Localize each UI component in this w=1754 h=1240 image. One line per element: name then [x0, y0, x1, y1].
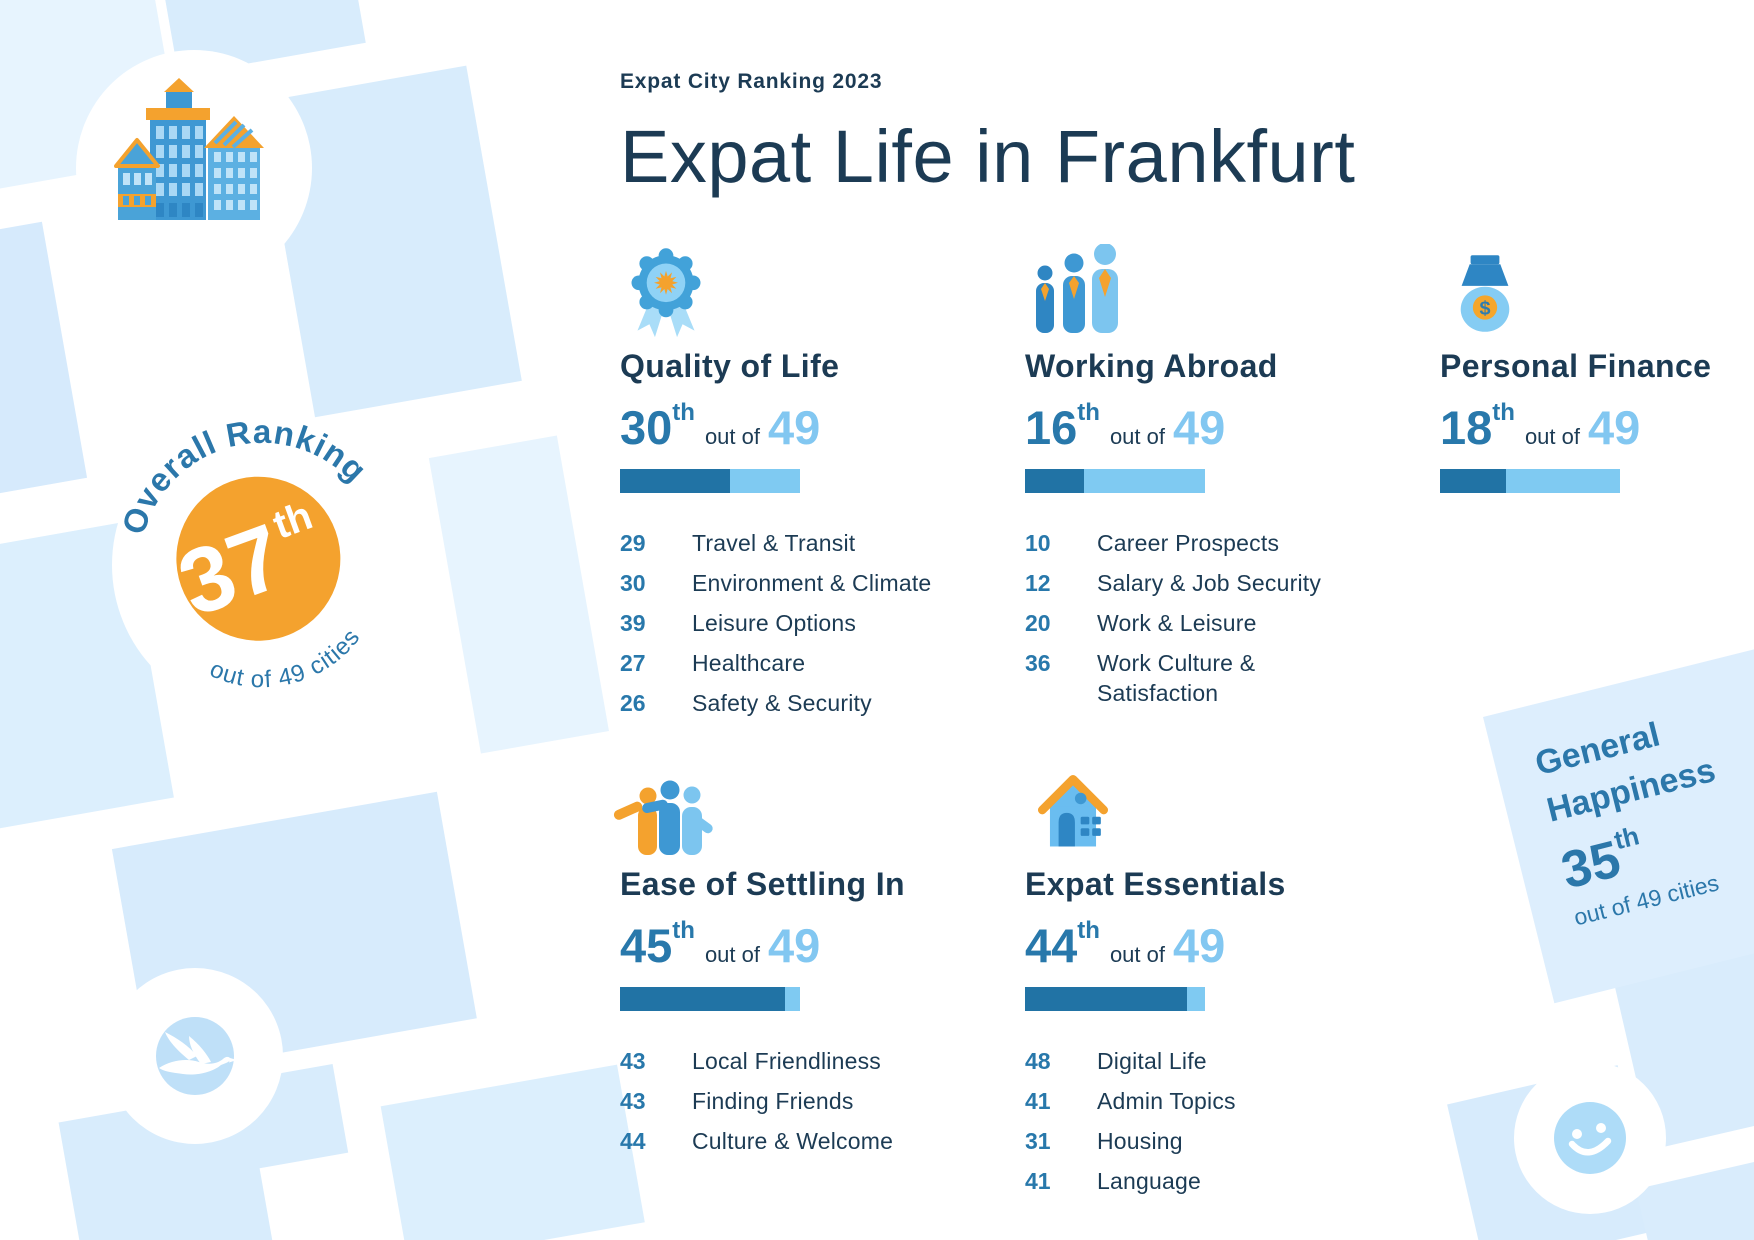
rank-bar-fill	[620, 469, 731, 493]
house-icon	[1037, 774, 1109, 847]
list-item: 41 Admin Topics	[1025, 1087, 1236, 1114]
rank-bar	[1025, 987, 1205, 1011]
rank-bar	[1440, 469, 1620, 493]
category-card-ease-of-settling-in: Ease of Settling In 45thout of 49 43 Local…	[613, 758, 990, 1167]
rosette-badge-icon	[631, 248, 701, 338]
list-item: 29 Travel & Transit	[620, 530, 856, 556]
goose-roundabout	[107, 968, 283, 1144]
rank-bar	[1025, 469, 1205, 493]
list-item: 20 Work & Leisure	[1025, 609, 1257, 636]
category-rank: 18thout of 49	[1440, 399, 1641, 454]
list-item: 39 Leisure Options	[620, 609, 857, 636]
rank-bar	[620, 987, 800, 1011]
list-item: 41 Language	[1025, 1167, 1201, 1194]
category-title: Working Abroad	[1025, 348, 1278, 384]
header: Expat City Ranking 2023 Expat Life in Fr…	[620, 70, 1355, 196]
rank-bar-fill	[1025, 469, 1084, 493]
rank-bar	[620, 469, 800, 493]
list-item: 43 Finding Friends	[620, 1087, 854, 1114]
list-item: 43 Local Friendliness	[620, 1048, 881, 1074]
category-card-working-abroad: Working Abroad 16thout of 49 10 Career Pro…	[1025, 240, 1395, 718]
smiley-icon	[1554, 1102, 1626, 1174]
list-item: 12 Salary & Job Security	[1025, 569, 1322, 596]
business-people-icon	[1036, 244, 1118, 333]
category-card-personal-finance: $ Personal Finance 18thout of 49	[1440, 240, 1754, 493]
category-rank: 45thout of 49	[620, 917, 821, 972]
money-bag-icon: $	[1460, 255, 1510, 332]
rank-bar-fill	[1440, 469, 1507, 493]
category-rank: 44thout of 49	[1025, 917, 1226, 972]
list-item: 27 Healthcare	[620, 649, 806, 676]
subranking-list: 48 Digital Life 41 Admin Topics 31 Housing …	[1025, 1047, 1395, 1197]
overall-rank-circle	[176, 476, 341, 641]
category-rank: 16thout of 49	[1025, 399, 1226, 454]
category-rank: 30thout of 49	[620, 399, 821, 454]
category-card-quality-of-life: Quality of Life 30thout of 49 29 Travel & …	[620, 240, 990, 728]
dollar-glyph: $	[1479, 298, 1490, 320]
buildings-illustration	[76, 50, 312, 286]
list-item: 44 Culture & Welcome	[620, 1127, 894, 1154]
subranking-list: 43 Local Friendliness 43 Finding Friends 4…	[620, 1047, 990, 1157]
frankfurt-buildings-icon	[114, 78, 264, 220]
list-item: 10 Career Prospects	[1025, 530, 1280, 556]
list-item: 48 Digital Life	[1025, 1048, 1207, 1074]
rank-bar-fill	[1025, 987, 1187, 1011]
category-title: Ease of Settling In	[620, 866, 905, 902]
rank-bar-fill	[620, 987, 786, 1011]
page-title: Expat Life in Frankfurt	[620, 115, 1356, 198]
category-title: Expat Essentials	[1025, 866, 1286, 902]
list-item: 30 Environment & Climate	[620, 569, 932, 596]
list-item: 36 Work Culture & Satisfaction	[1025, 649, 1256, 706]
subranking-list: 29 Travel & Transit 30 Environment & Clima…	[620, 529, 990, 718]
category-title: Personal Finance	[1440, 348, 1712, 384]
category-title: Quality of Life	[620, 348, 840, 384]
list-item: 26 Safety & Security	[620, 689, 872, 716]
kicker: Expat City Ranking 2023	[620, 70, 883, 93]
smiley-roundabout	[1514, 1062, 1666, 1214]
goose-icon	[156, 1017, 237, 1095]
list-item: 31 Housing	[1025, 1127, 1183, 1154]
category-card-expat-essentials: Expat Essentials 44thout of 49 48 Digital …	[1025, 758, 1395, 1207]
subranking-list: 10 Career Prospects 12 Salary & Job Securi…	[1025, 529, 1395, 708]
friends-icon	[613, 780, 713, 855]
overall-ranking-medallion: Overall Ranking out of 49 cities 37 th	[95, 395, 412, 715]
